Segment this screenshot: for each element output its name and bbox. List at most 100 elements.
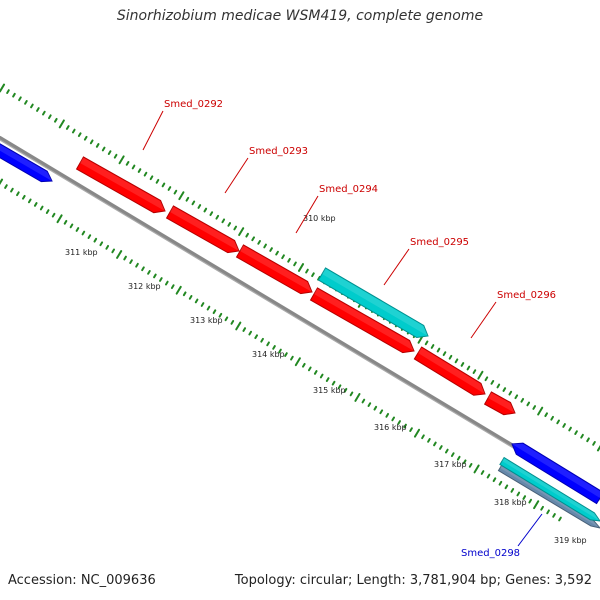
outer-tick-dot [472,369,477,374]
inner-tick-dot [439,445,443,450]
inner-tick-dot [188,295,193,300]
tick-label: 316 kbp [374,423,407,432]
outer-tick-dot [42,110,46,116]
inner-tick-dot [307,366,312,372]
gene-arrow-forward [483,391,516,416]
backbone-layer [0,136,600,501]
inner-tick-dot [413,428,421,438]
inner-tick-dot [224,316,229,322]
outer-tick-dot [574,430,578,436]
inner-tick-dot [367,402,372,407]
outer-tick-dot [596,445,600,452]
outer-tick-dot [107,150,112,155]
inner-tick-dot [39,205,44,211]
gene-arrow-reverse [511,442,600,505]
tick-label: 317 kbp [434,460,467,469]
inner-tick-dot [473,464,480,474]
inner-tick-dot [558,516,562,522]
gene-arrow-smed_0293 [165,205,240,254]
outer-tick-dot [167,186,172,191]
inner-tick-dot [123,255,127,261]
outer-tick-dot [568,426,572,432]
inner-tick-dot [272,345,276,350]
gene-label-leader [470,301,497,339]
inner-tick-dot [153,273,157,279]
inner-tick-dot [56,214,63,224]
outer-tick-dot [466,365,471,371]
topology-summary: Topology: circular; Length: 3,781,904 bp… [234,573,592,588]
inner-tick-dot [421,434,425,440]
outer-tick-dot [245,232,250,238]
inner-tick-dot [248,330,253,336]
outer-tick-dot [209,211,214,217]
inner-tick-dot [528,498,533,504]
outer-tick-dot [305,268,309,274]
inner-tick-dot [235,321,242,331]
outer-tick-dot [442,351,447,357]
gene-arrow-smed_0292 [75,156,166,214]
genes-layer [0,139,600,529]
gene-label: Smed_0295 [410,237,469,248]
outer-tick-dot [257,239,261,245]
inner-tick-dot [194,298,199,304]
inner-tick-dot [313,370,318,375]
outer-tick-dot [30,103,34,109]
inner-tick-dot [27,198,32,204]
outer-tick-dot [6,89,10,94]
inner-tick-dot [135,262,139,268]
inner-tick-dot [510,488,515,493]
inner-tick-dot [403,423,407,429]
outer-tick-dot [520,397,525,403]
gene-arrow-smed_0296 [413,346,486,396]
inner-tick-dot [81,230,86,236]
tick-labels-layer: 310 kbp 311 kbp 312 kbp 313 kbp 314 kbp 315 k… [65,214,587,545]
inner-tick-dot [116,250,123,259]
inner-tick-dot [105,244,110,250]
outer-tick-dot [454,358,459,364]
outer-tick-dot [275,250,279,256]
inner-tick-dot [373,405,378,411]
gene-arrow-forward [309,287,415,354]
outer-tick-dot [448,354,453,360]
inner-tick-dot [33,202,38,207]
outer-tick-dot [221,218,226,224]
outer-tick-dot [484,376,489,382]
inner-tick-dot [498,480,503,486]
inner-tick-dot [462,459,467,465]
inner-tick-dot [4,184,8,189]
outer-tick-dot [562,423,566,428]
inner-tick-dot [354,393,361,402]
outer-tick-dot [95,143,100,148]
tick-label: 311 kbp [65,248,98,257]
inner-tick-dot [516,491,521,497]
outer-tick-dot [514,394,519,400]
inner-tick-dot [45,209,50,214]
inner-tick-dot [16,191,20,197]
outer-tick-dot [36,107,40,112]
outer-tick-dot [83,135,88,141]
inner-tick-dot [266,341,270,347]
outer-tick-dot [490,380,495,385]
gene-label-leader [517,513,543,547]
outer-tick-dot [125,161,130,166]
inner-tick-dot [164,280,169,286]
outer-tick-dot [24,99,28,105]
tick-label: 318 kbp [494,498,527,507]
outer-tick-dot [118,155,125,165]
inner-tick-dot [337,384,342,390]
gene-label: Smed_0292 [164,99,223,110]
inner-tick-dot [69,223,74,229]
inner-tick-dot [87,234,92,239]
inner-tick-dot [147,269,151,275]
outer-tick-dot [293,261,297,267]
inner-tick-dot [533,500,540,510]
inner-tick-dot [0,178,4,185]
inner-tick-dot [385,412,390,418]
tick-label: 313 kbp [190,316,223,325]
outer-tick-dot [586,437,590,443]
inner-tick-dot [486,473,491,479]
outer-tick-dot [436,347,441,353]
outer-tick-dot [550,415,554,421]
